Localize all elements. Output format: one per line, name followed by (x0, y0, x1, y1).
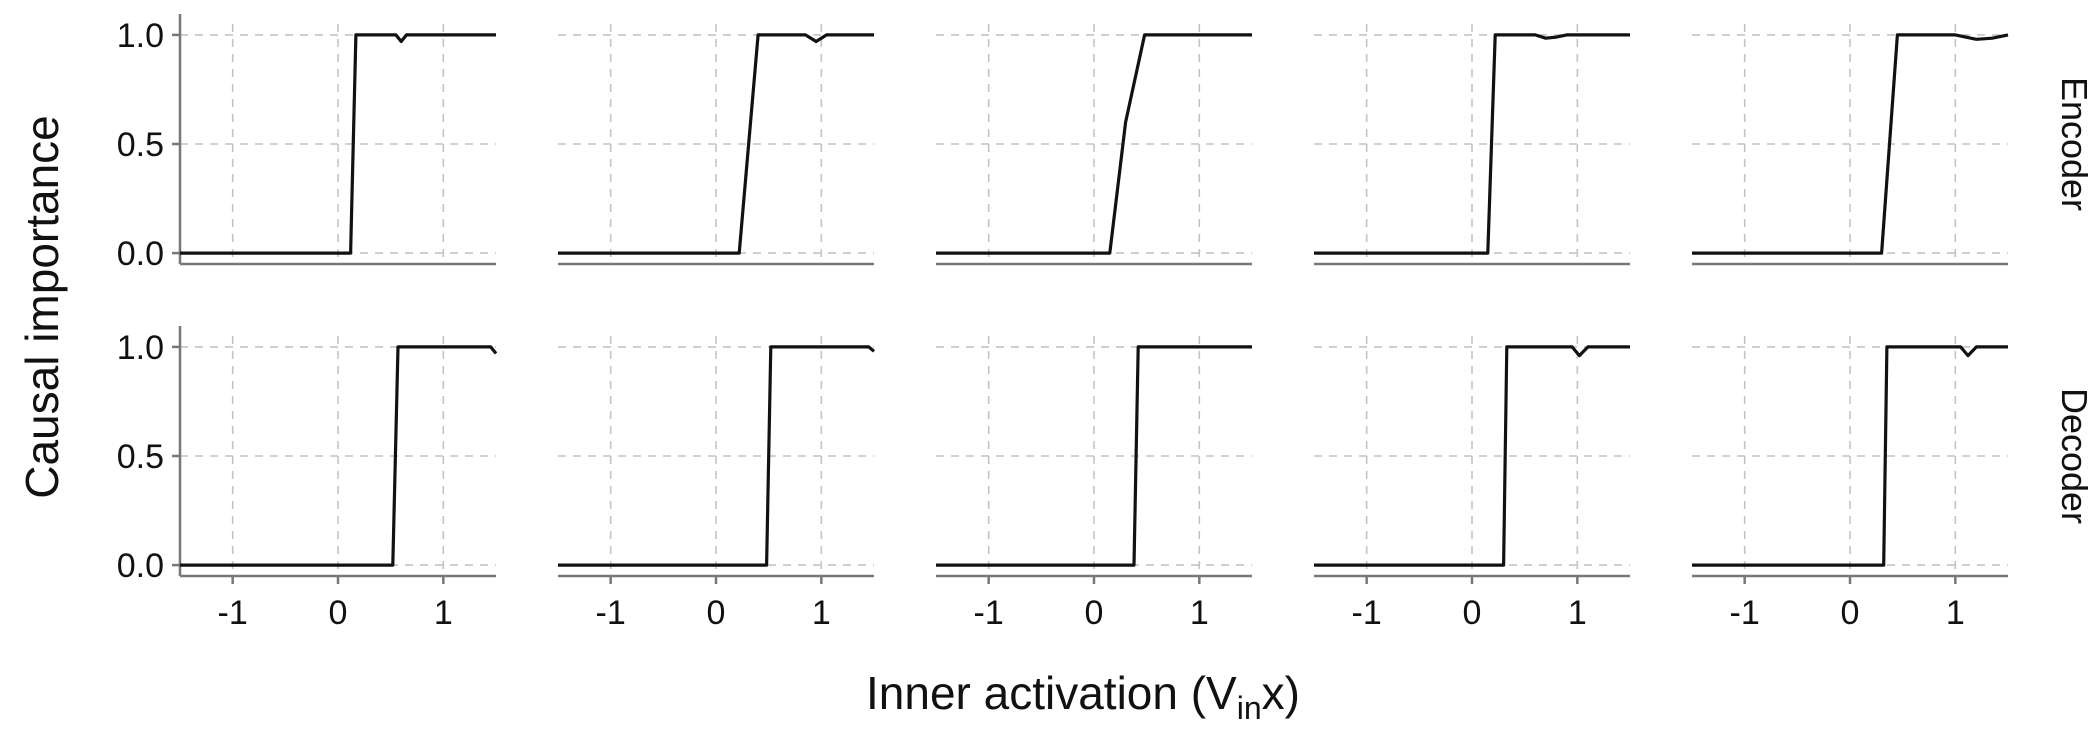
series-line (558, 33, 874, 255)
panel-decoder-2: -1 0 1 (558, 336, 876, 632)
series-line (936, 345, 1252, 567)
y-tick-label: 0.5 (117, 438, 164, 476)
panel-decoder-1: 0.0 0.5 1.0 -1 0 1 (117, 326, 498, 632)
y-axis-label: Causal importance (16, 115, 68, 499)
series-line (558, 345, 876, 567)
x-tick-label: 0 (1085, 594, 1104, 632)
panel-decoder-5: -1 0 1 (1692, 336, 2008, 632)
series-line (936, 33, 1252, 255)
series-line (1692, 345, 2008, 567)
panel-encoder-3 (936, 24, 1252, 266)
x-axis-label-subscript: in (1237, 690, 1262, 726)
row-label-decoder: Decoder (2054, 388, 2095, 524)
x-tick-label: 1 (1190, 594, 1209, 632)
x-tick-label: 1 (812, 594, 831, 632)
series-line (180, 33, 496, 255)
x-tick-label: 1 (1568, 594, 1587, 632)
panel-decoder-4: -1 0 1 (1314, 336, 1630, 632)
x-tick-label: -1 (1352, 594, 1382, 632)
panel-decoder-3: -1 0 1 (936, 336, 1252, 632)
x-tick-label: 0 (707, 594, 726, 632)
x-tick-label: 1 (434, 594, 453, 632)
x-tick-label: 0 (1463, 594, 1482, 632)
panel-encoder-4 (1314, 24, 1630, 266)
y-tick-label: 1.0 (117, 17, 164, 55)
y-tick-label: 0.0 (117, 547, 164, 585)
y-tick-label: 0.5 (117, 126, 164, 164)
panel-encoder-1: 0.0 0.5 1.0 (117, 14, 496, 273)
series-line (180, 345, 498, 567)
x-tick-label: 0 (329, 594, 348, 632)
x-tick-label: -1 (596, 594, 626, 632)
series-line (1314, 33, 1630, 255)
x-tick-label: -1 (974, 594, 1004, 632)
x-tick-label: -1 (1730, 594, 1760, 632)
row-label-encoder: Encoder (2054, 77, 2095, 211)
x-tick-label: -1 (218, 594, 248, 632)
panel-encoder-2 (558, 24, 874, 266)
x-tick-label: 0 (1841, 594, 1860, 632)
x-axis-label: Inner activation (Vinx) (866, 667, 1300, 726)
series-line (1314, 345, 1630, 567)
x-axis-label-main: Inner activation (V (866, 667, 1237, 719)
y-tick-label: 1.0 (117, 329, 164, 367)
x-axis-label-tail: x) (1262, 667, 1300, 719)
y-tick-label: 0.0 (117, 235, 164, 273)
panel-grid: 0.0 0.5 1.0 0.0 0.5 1.0 -1 0 1 -1 0 1 -1 0 1 -1 0 1 -1 0 1 En… (117, 14, 2095, 632)
panel-encoder-5 (1692, 24, 2009, 266)
x-tick-label: 1 (1946, 594, 1965, 632)
series-line (1692, 33, 2009, 255)
